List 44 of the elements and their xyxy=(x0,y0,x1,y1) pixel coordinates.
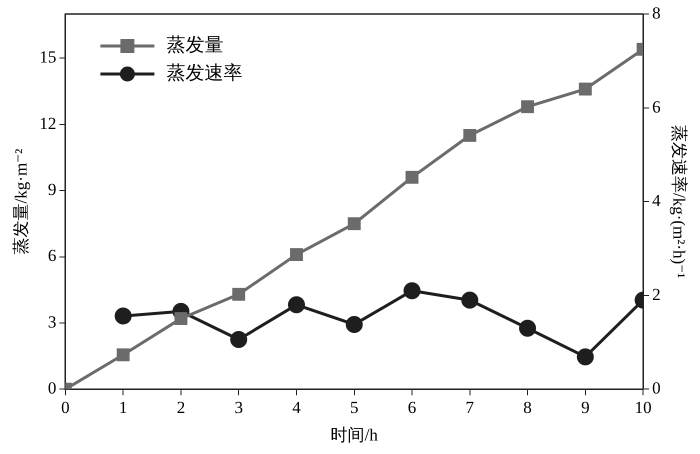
point xyxy=(404,282,421,300)
point xyxy=(290,248,303,262)
y2-tick-label: 0 xyxy=(652,378,661,398)
y-tick-label: 12 xyxy=(39,114,56,133)
y-tick-label: 9 xyxy=(48,180,56,200)
y-tick-label: 6 xyxy=(48,246,56,266)
y2-axis-title: 蒸发速率/kg·(m²·h)⁻¹ xyxy=(669,124,688,278)
y-tick-label: 0 xyxy=(48,378,56,398)
point xyxy=(521,100,534,114)
x-tick-label: 10 xyxy=(634,398,652,417)
point xyxy=(114,308,132,325)
x-tick-label: 9 xyxy=(581,398,590,417)
point xyxy=(463,128,476,142)
y2-tick-label: 6 xyxy=(652,97,661,116)
y2-tick-label: 2 xyxy=(652,284,661,304)
x-tick-label: 8 xyxy=(523,398,532,417)
y-tick-label: 15 xyxy=(39,48,56,67)
y2-tick-label: 8 xyxy=(652,3,661,22)
x-tick-label: 3 xyxy=(234,398,243,417)
legend-label: 蒸发量 xyxy=(166,34,224,56)
point xyxy=(578,82,592,96)
point xyxy=(288,296,305,314)
point xyxy=(519,320,536,337)
point xyxy=(232,288,246,301)
point xyxy=(174,312,188,326)
x-tick-label: 1 xyxy=(118,398,128,417)
x-tick-label: 2 xyxy=(176,398,186,417)
point xyxy=(116,348,130,362)
y-axis-title: 蒸发量/kg·m⁻² xyxy=(12,148,31,254)
point xyxy=(461,292,478,309)
point xyxy=(406,170,418,184)
point xyxy=(230,330,248,348)
x-tick-label: 0 xyxy=(61,398,70,417)
x-tick-label: 7 xyxy=(466,398,475,417)
x-axis-title: 时间/h xyxy=(330,425,378,444)
y-tick-label: 3 xyxy=(48,312,56,332)
x-tick-label: 6 xyxy=(408,398,416,417)
legend-label: 蒸发速率 xyxy=(166,62,242,84)
point xyxy=(576,348,594,366)
point xyxy=(348,217,361,230)
point xyxy=(346,316,363,333)
y2-tick-label: 4 xyxy=(652,191,662,210)
x-tick-label: 4 xyxy=(292,398,302,417)
x-tick-label: 5 xyxy=(350,398,358,417)
